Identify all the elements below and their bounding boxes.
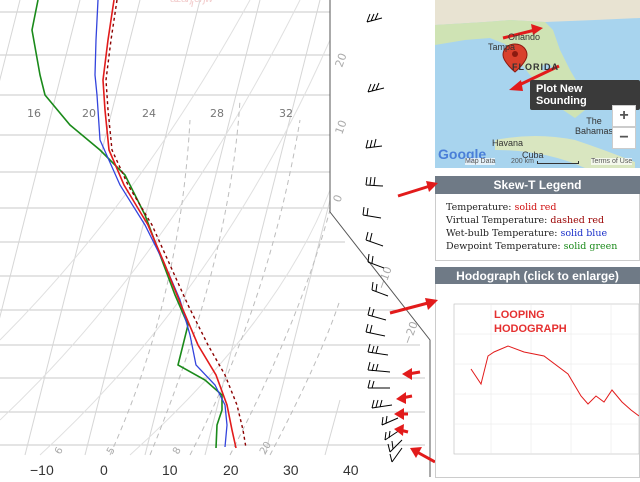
small-axis-label: 5 <box>105 445 118 456</box>
legend-item-wetbulb: Wet-bulb Temperature: solid blue <box>446 228 607 239</box>
legend-label: Wet-bulb Temperature: <box>446 228 558 239</box>
x-tick-label: 30 <box>283 462 299 478</box>
map-label-bahamas: The Bahamas <box>575 116 614 136</box>
legend-item-dewpoint: Dewpoint Temperature: solid green <box>446 241 617 252</box>
map-scale-label: 200 km <box>511 158 534 165</box>
x-tick-label: 20 <box>223 462 239 478</box>
legend-desc: dashed red <box>550 215 605 226</box>
hodograph-annotation-line1: LOOPING <box>494 309 545 321</box>
zoom-in-button[interactable]: + <box>612 105 636 127</box>
map-label-orlando: Orlando <box>508 32 541 42</box>
small-axis-label: 8 <box>171 445 184 456</box>
terms-of-use-link[interactable]: Terms of Use <box>591 158 633 165</box>
legend-label: Virtual Temperature: <box>446 215 548 226</box>
x-tick-label: 40 <box>343 462 359 478</box>
legend-desc: solid green <box>563 241 618 252</box>
map-footer: Map Data 200 km Terms of Use <box>435 156 640 168</box>
hodograph-annotation-line2: HODOGRAPH <box>494 323 567 335</box>
dewpoint-line <box>31 0 223 449</box>
legend-item-temperature: Temperature: solid red <box>446 202 557 213</box>
theta-label: −10 <box>375 265 395 291</box>
legend-item-virtual-temperature: Virtual Temperature: dashed red <box>446 215 604 226</box>
small-axis-label: 6 <box>53 445 66 456</box>
map-label-havana: Havana <box>492 138 524 148</box>
map-label-tampa: Tampa <box>488 42 516 52</box>
mixing-ratio-label: 24 <box>142 107 156 120</box>
map-data-link[interactable]: Map Data <box>465 158 496 165</box>
wind-barbs <box>362 12 403 463</box>
skew-t-diagram: 16 20 24 28 32 20 10 0 −10 −20 6 5 8 20 … <box>0 0 435 477</box>
mixing-ratio-label: 20 <box>82 107 96 120</box>
x-tick-label: 10 <box>162 462 178 478</box>
hodograph-thumbnail[interactable] <box>435 284 640 478</box>
legend-desc: solid blue <box>560 228 608 239</box>
theta-label: 0 <box>331 193 346 204</box>
theta-label: 10 <box>333 118 350 136</box>
mixing-ratio-label: 16 <box>27 107 41 120</box>
hodograph-arrow <box>389 298 438 315</box>
hodograph-title[interactable]: Hodograph (click to enlarge) <box>435 267 640 285</box>
watermark-text: ᵃᶻᵃᵑᵢᵉᵑʷ <box>170 0 215 10</box>
map-scale-bar <box>537 161 579 164</box>
x-tick-label: −10 <box>30 462 54 478</box>
x-tick-label: 0 <box>100 462 108 478</box>
map-label-cuba: Cuba <box>522 150 544 160</box>
annotation-arrows <box>394 368 435 464</box>
legend-desc: solid red <box>514 202 557 213</box>
hodograph-trace <box>470 345 640 417</box>
temperature-line <box>102 0 237 449</box>
mixing-ratio-label: 32 <box>279 107 293 120</box>
legend-title: Skew-T Legend <box>435 176 640 194</box>
small-axis-label: 20 <box>258 440 274 457</box>
mixing-ratio-label: 28 <box>210 107 224 120</box>
hodograph-graphic <box>453 303 640 455</box>
map-label-florida: FLORIDA <box>512 62 559 72</box>
legend-box: Temperature: solid red Virtual Temperatu… <box>435 194 640 261</box>
zoom-out-button[interactable]: − <box>612 127 636 149</box>
legend-label: Dewpoint Temperature: <box>446 241 561 252</box>
theta-label: 20 <box>333 51 350 69</box>
virtual-temperature-line <box>105 0 247 449</box>
legend-label: Temperature: <box>446 202 512 213</box>
legend-arrow <box>397 181 438 198</box>
